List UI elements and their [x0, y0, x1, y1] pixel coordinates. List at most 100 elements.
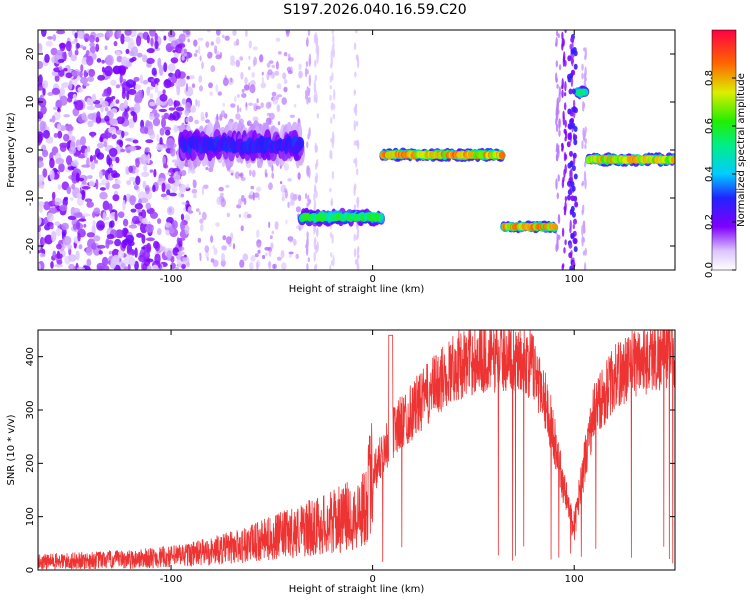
- noise-speckle: [249, 169, 252, 176]
- noise-speckle: [164, 112, 170, 119]
- noise-speckle: [44, 234, 53, 245]
- noise-speckle: [252, 116, 259, 122]
- noise-speckle: [198, 37, 204, 41]
- noise-speckle: [152, 264, 159, 270]
- noise-speckle: [84, 148, 88, 159]
- signal-mark: [568, 88, 573, 95]
- signal-mark: [571, 211, 576, 218]
- noise-speckle: [239, 56, 244, 61]
- signal-mark: [573, 50, 578, 57]
- noise-speckle: [178, 246, 185, 251]
- noise-speckle: [147, 129, 155, 136]
- noise-speckle: [186, 183, 190, 190]
- noise-speckle: [157, 228, 162, 236]
- noise-speckle: [68, 80, 73, 90]
- noise-speckle: [165, 222, 172, 227]
- noise-speckle: [162, 89, 166, 95]
- noise-speckle: [110, 258, 117, 269]
- noise-streak: [332, 134, 335, 146]
- noise-speckle: [220, 259, 226, 267]
- noise-speckle: [81, 189, 86, 201]
- noise-speckle: [154, 253, 161, 265]
- noise-speckle: [76, 43, 81, 49]
- noise-streak: [581, 72, 584, 80]
- signal-mark: [571, 122, 576, 129]
- noise-speckle: [92, 154, 97, 161]
- noise-speckle: [265, 101, 272, 109]
- noise-speckle: [215, 30, 221, 36]
- noise-speckle: [131, 56, 137, 62]
- signal-mark: [571, 106, 576, 113]
- noise-streak: [354, 258, 358, 265]
- noise-streak: [305, 61, 309, 68]
- noise-speckle: [38, 160, 44, 168]
- noise-streak: [572, 99, 576, 108]
- noise-speckle: [166, 250, 172, 260]
- noise-speckle: [214, 45, 218, 53]
- noise-speckle: [161, 117, 166, 129]
- noise-speckle: [115, 50, 121, 57]
- noise-speckle: [266, 62, 271, 68]
- noise-speckle: [70, 140, 76, 151]
- noise-streak: [315, 35, 318, 47]
- noise-speckle: [129, 50, 135, 57]
- y-tick-label: 400: [25, 347, 36, 366]
- noise-speckle: [219, 192, 224, 197]
- noise-speckle: [58, 65, 63, 71]
- noise-streak: [308, 74, 311, 87]
- y-axis-label: SNR (10 * v/v): [6, 414, 17, 485]
- noise-speckle: [38, 215, 42, 226]
- noise-speckle: [287, 70, 293, 75]
- x-tick-label: 0: [369, 574, 375, 585]
- noise-speckle: [105, 54, 114, 66]
- noise-speckle: [54, 221, 61, 226]
- noise-speckle: [281, 97, 288, 105]
- noise-speckle: [201, 211, 207, 221]
- signal-mark: [498, 151, 506, 159]
- noise-streak: [306, 36, 309, 48]
- noise-speckle: [213, 247, 218, 256]
- noise-speckle: [132, 139, 139, 144]
- noise-speckle: [61, 222, 69, 231]
- noise-speckle: [114, 238, 122, 247]
- noise-streak: [331, 170, 335, 180]
- noise-speckle: [71, 30, 76, 36]
- noise-speckle: [181, 98, 187, 105]
- noise-speckle: [101, 179, 109, 184]
- noise-speckle: [295, 206, 301, 213]
- noise-streak: [555, 30, 559, 37]
- noise-speckle: [192, 179, 195, 185]
- noise-speckle: [87, 113, 97, 120]
- noise-speckle: [242, 253, 249, 261]
- noise-speckle: [217, 91, 222, 96]
- noise-speckle: [92, 53, 97, 60]
- noise-speckle: [185, 30, 191, 36]
- noise-speckle: [130, 208, 137, 213]
- noise-speckle: [200, 116, 205, 122]
- noise-speckle: [74, 32, 78, 39]
- noise-speckle: [77, 177, 85, 182]
- noise-speckle: [199, 252, 202, 256]
- noise-speckle: [203, 184, 209, 190]
- noise-speckle: [57, 58, 65, 63]
- noise-streak: [564, 60, 567, 67]
- noise-speckle: [107, 167, 113, 174]
- noise-speckle: [109, 145, 113, 149]
- noise-speckle: [106, 154, 111, 165]
- noise-speckle: [221, 34, 225, 39]
- noise-speckle: [110, 108, 118, 114]
- noise-streak: [313, 187, 317, 194]
- noise-speckle: [87, 199, 91, 208]
- noise-speckle: [93, 207, 101, 215]
- noise-speckle: [201, 186, 205, 196]
- noise-speckle: [275, 95, 280, 100]
- noise-speckle: [185, 117, 189, 123]
- noise-speckle: [120, 263, 126, 268]
- signal-mark: [570, 232, 575, 239]
- noise-speckle: [104, 45, 108, 51]
- noise-speckle: [285, 219, 288, 225]
- noise-speckle: [81, 186, 91, 190]
- noise-speckle: [274, 70, 280, 76]
- noise-speckle: [276, 104, 281, 113]
